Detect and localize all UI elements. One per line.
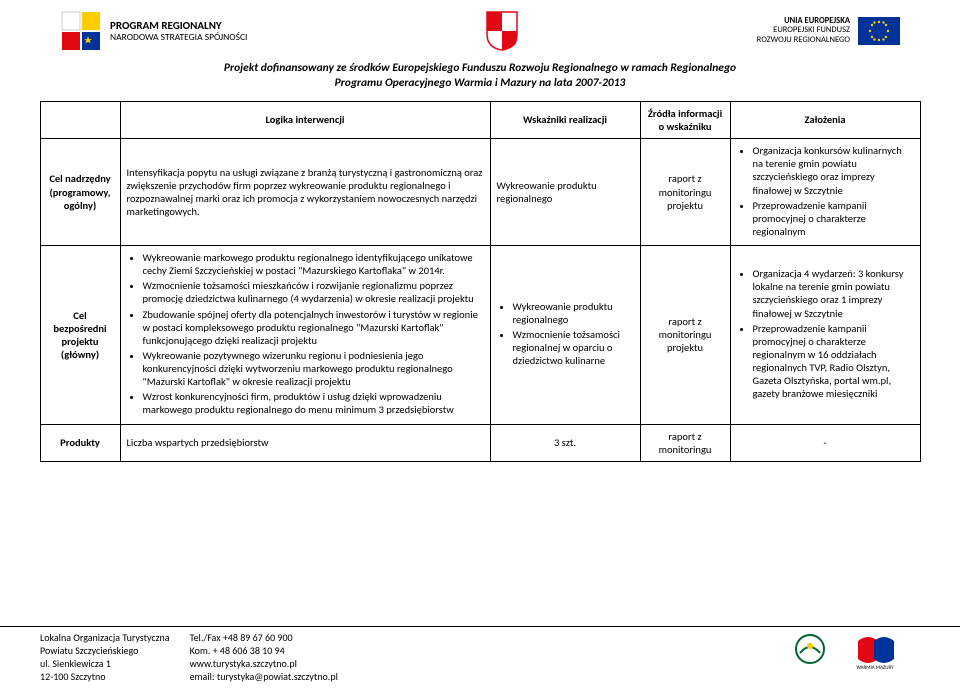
row-label-overarching: Cel nadrzędny (programowy, ogólny) xyxy=(40,139,120,246)
header-left-block: PROGRAM REGIONALNY NARODOWA STRATEGIA SP… xyxy=(60,10,247,52)
row-label-direct: Cel bezpośredni projektu (główny) xyxy=(40,246,120,425)
indicator-text: Wykreowanie produktu regionalnego xyxy=(497,179,597,205)
title-line1: Projekt dofinansowany ze środków Europej… xyxy=(0,61,960,76)
indicator-item: Wzmocnienie tożsamości regionalnej w opa… xyxy=(513,328,634,367)
header-right-block: UNIA EUROPEJSKA EUROPEJSKI FUNDUSZ ROZWO… xyxy=(757,10,900,52)
logic-item: Wzrost konkurencyjności firm, produktów … xyxy=(143,390,484,416)
header-empty xyxy=(40,101,120,138)
svg-text:WARMIA MAZURY: WARMIA MAZURY xyxy=(856,665,894,671)
cell-logic-0: Intensyfikacja popytu na usługi związane… xyxy=(120,139,490,246)
footer-text-block: Lokalna Organizacja Turystyczna Powiatu … xyxy=(40,631,338,683)
footer-contact-line: Kom. + 48 606 38 10 94 xyxy=(190,644,338,657)
logic-item: Wykreowanie markowego produktu regionaln… xyxy=(143,251,484,277)
program-logo-icon xyxy=(60,10,102,52)
program-title: PROGRAM REGIONALNY xyxy=(110,20,247,32)
coat-of-arms-icon xyxy=(483,10,521,52)
logic-matrix-table: Logika interwencji Wskaźniki realizacji … xyxy=(40,101,921,462)
footer-contact-col: Tel./Fax +48 89 67 60 900 Kom. + 48 606 … xyxy=(190,631,338,683)
cell-indicators-2: 3 szt. xyxy=(490,424,640,461)
cell-indicators-1: Wykreowanie produktu regionalnego Wzmocn… xyxy=(490,246,640,425)
assumption-item: Organizacja 4 wydarzeń: 3 konkursy lokal… xyxy=(753,267,914,320)
title-block: Projekt dofinansowany ze środków Europej… xyxy=(0,57,960,101)
footer-contact-line: Tel./Fax +48 89 67 60 900 xyxy=(190,631,338,644)
assumption-item: Przeprowadzenie kampanii promocyjnej o c… xyxy=(753,199,914,238)
table-header-row: Logika interwencji Wskaźniki realizacji … xyxy=(40,101,920,138)
footer-contact-line: www.turystyka.szczytno.pl xyxy=(190,657,338,670)
header-logic: Logika interwencji xyxy=(120,101,490,138)
table-row: Produkty Liczba wspartych przedsiębiorst… xyxy=(40,424,920,461)
header-sources: Źródła informacji o wskaźniku xyxy=(640,101,730,138)
footer-org-col: Lokalna Organizacja Turystyczna Powiatu … xyxy=(40,631,170,683)
cell-assumptions-0: Organizacja konkursów kulinarnych na ter… xyxy=(730,139,920,246)
cell-sources-2: raport z monitoringu xyxy=(640,424,730,461)
header-indicators: Wskaźniki realizacji xyxy=(490,101,640,138)
cell-logic-1: Wykreowanie markowego produktu regionaln… xyxy=(120,246,490,425)
logic-item: Wzmocnienie tożsamości mieszkańców i roz… xyxy=(143,279,484,305)
table-row: Cel bezpośredni projektu (główny) Wykreo… xyxy=(40,246,920,425)
program-subtitle: NARODOWA STRATEGIA SPÓJNOŚCI xyxy=(110,32,247,42)
cell-sources-1: raport z monitoringu projektu xyxy=(640,246,730,425)
title-line2: Programu Operacyjnego Warmia i Mazury na… xyxy=(0,76,960,91)
cell-indicators-0: Wykreowanie produktu regionalnego xyxy=(490,139,640,246)
logic-item: Zbudowanie spójnej oferty dla potencjaln… xyxy=(143,308,484,347)
cell-assumptions-1: Organizacja 4 wydarzeń: 3 konkursy lokal… xyxy=(730,246,920,425)
cell-logic-2: Liczba wspartych przedsiębiorstw xyxy=(120,424,490,461)
page-header: PROGRAM REGIONALNY NARODOWA STRATEGIA SP… xyxy=(0,0,960,57)
cell-assumptions-2: - xyxy=(730,424,920,461)
footer-logos: WARMIA MAZURY xyxy=(785,631,900,671)
cell-sources-0: raport z monitoringu projektu xyxy=(640,139,730,246)
assumption-item: Przeprowadzenie kampanii promocyjnej o c… xyxy=(753,322,914,401)
header-assumptions: Założenia xyxy=(730,101,920,138)
indicator-item: Wykreowanie produktu regionalnego xyxy=(513,300,634,326)
page-footer: Lokalna Organizacja Turystyczna Powiatu … xyxy=(0,626,960,683)
footer-contact-line: email: turystyka@powiat.szczytno.pl xyxy=(190,670,338,683)
row-label-products: Produkty xyxy=(40,424,120,461)
logic-item: Wykreowanie pozytywnego wizerunku region… xyxy=(143,349,484,388)
footer-org-line: 12-100 Szczytno xyxy=(40,670,170,683)
program-title-block: PROGRAM REGIONALNY NARODOWA STRATEGIA SP… xyxy=(110,20,247,43)
eu-line3: ROZWOJU REGIONALNEGO xyxy=(757,36,850,45)
warmia-mazury-logo-icon: WARMIA MAZURY xyxy=(850,631,900,671)
footer-org-line: ul. Sienkiewicza 1 xyxy=(40,657,170,670)
szczytno-logo-icon xyxy=(785,631,835,671)
table-row: Cel nadrzędny (programowy, ogólny) Inten… xyxy=(40,139,920,246)
eu-flag-icon xyxy=(858,10,900,52)
assumption-item: Organizacja konkursów kulinarnych na ter… xyxy=(753,144,914,197)
eu-text-block: UNIA EUROPEJSKA EUROPEJSKI FUNDUSZ ROZWO… xyxy=(757,17,850,45)
footer-org-line: Powiatu Szczycieńskiego xyxy=(40,644,170,657)
footer-org-line: Lokalna Organizacja Turystyczna xyxy=(40,631,170,644)
